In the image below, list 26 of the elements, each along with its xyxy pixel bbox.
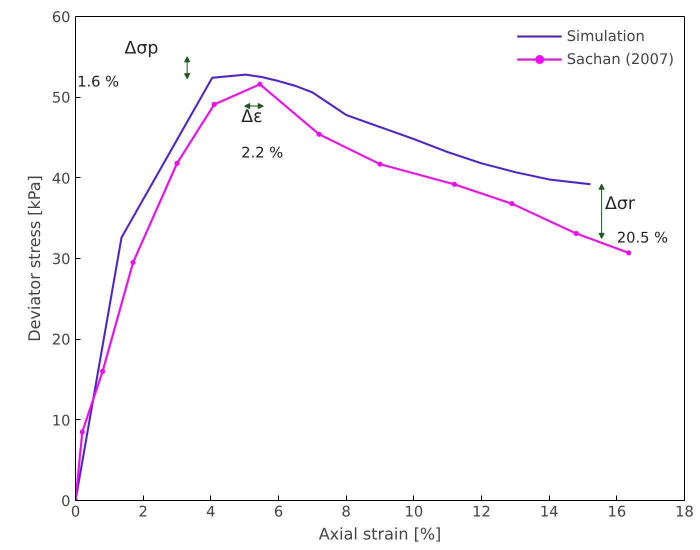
y-tick-label: 30 [52,251,71,268]
y-tick-label: 0 [61,493,71,510]
y-tick-label: 60 [52,9,71,26]
y-tick-label: 20 [52,332,71,349]
x-tick-label: 18 [675,504,694,520]
annotation: 20.5 % [616,229,668,246]
x-tick-label: 2 [138,504,148,520]
y-tick-label: 40 [52,170,71,188]
x-axis-title: Axial strain [%] [318,524,442,544]
y-tick-label: 50 [52,90,71,107]
annotation: 2.2 % [241,144,284,162]
legend-label: Simulation [566,28,645,44]
y-tick-label: 10 [52,412,71,430]
annotation: Δσr [604,194,636,214]
x-tick-label: 16 [608,504,626,520]
legend-label: Sachan (2007) [566,50,674,68]
x-tick-label: 10 [404,504,424,520]
x-tick-label: 4 [206,504,216,520]
x-tick-label: 6 [274,504,284,520]
x-tick-label: 12 [472,504,491,520]
annotation: Δε [241,107,263,128]
annotation: Δσp [124,38,158,58]
x-tick-label: 14 [540,504,558,520]
x-tick-label: 8 [342,504,351,520]
y-axis-title: Deviator stress [kPa] [24,175,44,342]
annotation: 1.6 % [77,74,120,91]
